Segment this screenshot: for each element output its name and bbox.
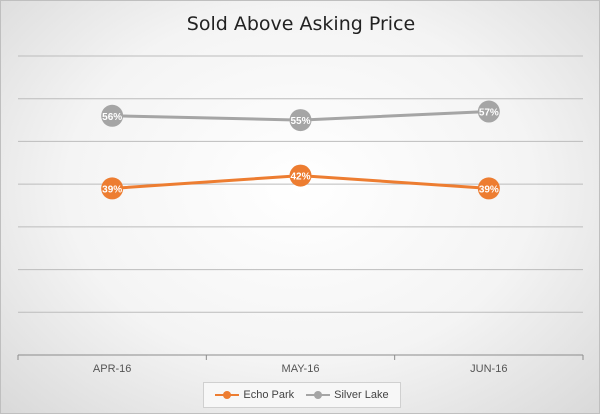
data-point-echo-park [101, 177, 124, 200]
data-label-echo-park: 39% [102, 184, 122, 195]
data-label-silver-lake: 57% [479, 108, 499, 119]
legend-label-silver-lake: Silver Lake [334, 389, 389, 401]
legend: Echo Park Silver Lake [203, 382, 401, 408]
x-tick-label: APR-16 [93, 363, 132, 375]
data-point-echo-park [289, 164, 312, 187]
series-layer: 39% 42% 39% 56% 55% 57% [101, 100, 500, 200]
legend-marker-echo-park-icon [223, 391, 232, 399]
data-point-silver-lake [289, 109, 312, 132]
data-label-echo-park: 39% [479, 184, 499, 195]
x-tick-label: JUN-16 [470, 363, 507, 375]
legend-item-echo-park: Echo Park [215, 389, 294, 401]
x-tick-label: MAY-16 [282, 363, 320, 375]
legend-label-echo-park: Echo Park [243, 389, 295, 401]
legend-swatch-echo-park [215, 390, 240, 400]
data-label-silver-lake: 56% [102, 112, 122, 123]
legend-swatch-silver-lake [306, 390, 331, 400]
x-axis: APR-16 MAY-16 JUN-16 [17, 354, 584, 375]
chart-title: Sold Above Asking Price [186, 13, 416, 35]
legend-item-silver-lake: Silver Lake [306, 389, 389, 401]
data-point-silver-lake [101, 104, 124, 127]
legend-marker-silver-lake-icon [314, 391, 323, 399]
data-point-echo-park [477, 177, 500, 200]
data-label-echo-park: 42% [290, 172, 310, 183]
data-label-silver-lake: 55% [290, 116, 310, 127]
data-point-silver-lake [477, 100, 500, 123]
